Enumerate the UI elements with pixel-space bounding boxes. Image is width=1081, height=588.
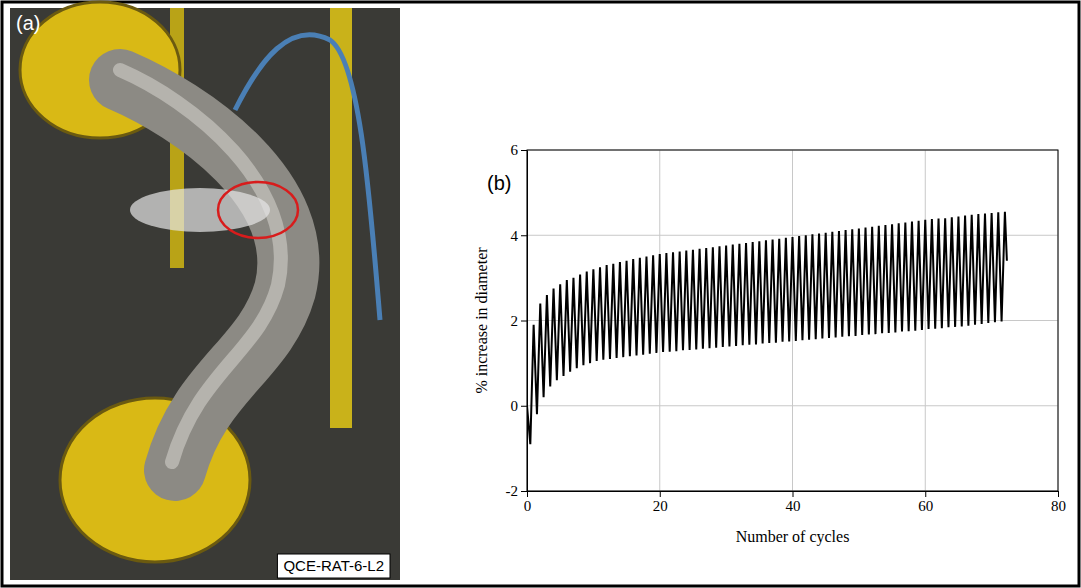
grid-line-y xyxy=(527,405,1058,406)
water-spray xyxy=(130,188,270,232)
y-tick-label: 0 xyxy=(511,398,519,414)
x-tick-mark xyxy=(660,491,661,497)
x-axis: 0 20 40 60 80 xyxy=(524,491,1066,514)
panel-label: (a) xyxy=(16,12,40,34)
x-axis-title: Number of cycles xyxy=(736,528,850,546)
x-tick-label: 40 xyxy=(786,498,801,514)
chart-panel: 0 20 40 60 80 -2 0 2 4 6 Number of cycles % increas… xyxy=(473,142,1066,546)
y-tick-label: -2 xyxy=(506,483,519,499)
figure-frame xyxy=(2,2,1079,586)
y-tick: -2 xyxy=(506,483,528,499)
y-tick-mark xyxy=(521,406,527,407)
x-tick-label: 20 xyxy=(653,498,668,514)
x-tick-mark xyxy=(1058,491,1059,497)
x-tick: 20 xyxy=(653,491,668,514)
y-tick: 4 xyxy=(511,228,528,244)
x-tick-mark xyxy=(793,491,794,497)
grid xyxy=(527,150,1058,491)
plot-frame xyxy=(527,150,1058,491)
y-tick-label: 2 xyxy=(511,313,519,329)
x-tick: 60 xyxy=(918,491,933,514)
data-line xyxy=(527,212,1007,444)
y-axis: -2 0 2 4 6 xyxy=(506,142,528,499)
y-tick-label: 4 xyxy=(511,228,519,244)
photo-caption: QCE-RAT-6-L2 xyxy=(283,557,384,574)
plot-marks xyxy=(527,212,1007,444)
x-tick: 40 xyxy=(786,491,801,514)
figure: (a) QCE-RAT-6-L2 0 20 40 60 80 -2 0 2 4 6 Number of … xyxy=(0,0,1081,588)
x-tick-label: 60 xyxy=(918,498,933,514)
y-axis-line xyxy=(527,151,528,492)
y-tick-mark xyxy=(521,321,527,322)
y-tick: 0 xyxy=(511,398,528,414)
x-tick-label: 80 xyxy=(1051,498,1066,514)
hose xyxy=(235,35,380,320)
grid-line-y xyxy=(527,320,1058,321)
failure-marker xyxy=(218,182,298,238)
photo-panel: (a) QCE-RAT-6-L2 xyxy=(10,2,400,580)
y-tick-label: 6 xyxy=(511,142,519,158)
panel-label: (b) xyxy=(487,172,511,194)
y-tick-mark xyxy=(521,235,527,236)
y-axis-title: % increase in diameter xyxy=(473,247,490,394)
pipe-highlight xyxy=(120,70,281,462)
x-tick: 0 xyxy=(524,491,532,514)
pipe-specimen xyxy=(120,80,288,470)
x-tick-mark xyxy=(925,491,926,497)
caption-box xyxy=(277,554,390,578)
y-tick: 6 xyxy=(511,142,528,158)
x-tick-mark xyxy=(527,491,528,497)
y-tick-mark xyxy=(521,150,527,151)
y-tick-mark xyxy=(521,491,527,492)
x-tick: 80 xyxy=(1051,491,1066,514)
y-tick: 2 xyxy=(511,313,528,329)
x-tick-label: 0 xyxy=(524,498,532,514)
